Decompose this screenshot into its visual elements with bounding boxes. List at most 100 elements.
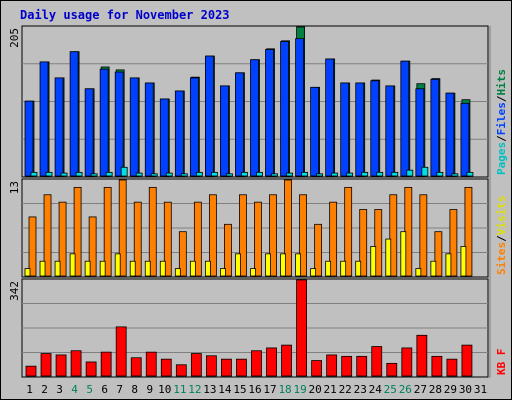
visits-bar bbox=[114, 253, 121, 277]
files-bar bbox=[189, 77, 199, 177]
files-bar bbox=[114, 71, 124, 177]
kbytes-bar bbox=[266, 347, 277, 377]
x-tick-label: 25 bbox=[384, 383, 397, 396]
pages-bar bbox=[436, 171, 444, 177]
kbytes-bar bbox=[55, 354, 67, 377]
pages-bar bbox=[466, 171, 474, 177]
files-bar bbox=[445, 92, 455, 177]
files-bar bbox=[250, 59, 259, 177]
kbytes-bar bbox=[386, 362, 398, 377]
visits-bar bbox=[189, 260, 196, 277]
sites-bar bbox=[389, 194, 398, 277]
sites-bar bbox=[344, 186, 353, 277]
sites-bar bbox=[269, 194, 277, 277]
visits-bar bbox=[204, 260, 211, 277]
x-tick-label: 27 bbox=[414, 383, 427, 396]
sites-bar bbox=[88, 216, 97, 277]
kbytes-bar bbox=[296, 279, 307, 377]
pages-bar bbox=[391, 171, 399, 177]
pages-bar bbox=[451, 173, 459, 177]
sites-bar bbox=[419, 194, 428, 277]
x-tick-label: 12 bbox=[188, 383, 201, 396]
visits-bar bbox=[84, 260, 91, 277]
visits-bar bbox=[159, 260, 166, 277]
visits-bar bbox=[99, 260, 106, 277]
pages-bar bbox=[180, 173, 188, 177]
bottom-ymax-label: 342 bbox=[8, 281, 21, 301]
legend-separator: / bbox=[495, 135, 508, 142]
visits-bar bbox=[24, 268, 31, 277]
pages-bar bbox=[45, 171, 53, 177]
files-bar bbox=[144, 82, 154, 177]
pages-bar bbox=[150, 173, 158, 177]
legend-item: Visits bbox=[495, 196, 508, 236]
x-tick-label: 17 bbox=[263, 383, 276, 396]
kbytes-bar bbox=[461, 344, 473, 377]
files-bar bbox=[54, 77, 64, 177]
pages-bar bbox=[75, 171, 83, 177]
files-bar bbox=[204, 55, 214, 177]
sites-bar bbox=[58, 201, 67, 277]
visits-bar bbox=[69, 253, 76, 277]
files-bar bbox=[370, 80, 380, 177]
kbytes-bar bbox=[85, 361, 97, 377]
visits-bar bbox=[400, 231, 407, 277]
visits-bar bbox=[415, 268, 422, 277]
visits-bar bbox=[280, 253, 286, 277]
files-bar bbox=[400, 60, 410, 177]
files-bar bbox=[174, 90, 184, 177]
sites-bar bbox=[434, 231, 443, 277]
kbytes-bar bbox=[100, 351, 112, 377]
sites-bar bbox=[449, 209, 458, 277]
visits-bar bbox=[370, 246, 377, 277]
legend-separator: / bbox=[495, 235, 508, 242]
x-tick-label: 18 bbox=[278, 383, 291, 396]
kbytes-bar bbox=[221, 358, 232, 377]
pages-bar bbox=[210, 171, 218, 177]
x-tick-label: 2 bbox=[41, 383, 48, 396]
pages-bar bbox=[241, 171, 248, 177]
x-tick-label: 11 bbox=[173, 383, 186, 396]
visits-bar bbox=[355, 260, 362, 277]
files-bar bbox=[325, 58, 335, 177]
files-bar bbox=[39, 61, 49, 177]
sites-bar bbox=[359, 209, 368, 277]
visits-bar bbox=[39, 260, 46, 277]
pages-bar bbox=[406, 169, 414, 177]
files-bar bbox=[159, 98, 169, 177]
kbytes-bar bbox=[371, 346, 383, 377]
sites-bar bbox=[148, 186, 157, 277]
x-tick-label: 15 bbox=[233, 383, 246, 396]
pages-bar bbox=[271, 173, 278, 177]
visits-bar bbox=[265, 253, 271, 277]
pages-bar bbox=[120, 166, 128, 177]
middle-legend: Sites/Visits bbox=[495, 196, 508, 276]
x-tick-label: 21 bbox=[324, 383, 337, 396]
x-tick-label: 10 bbox=[158, 383, 171, 396]
files-bar bbox=[235, 72, 244, 177]
kbytes-bar bbox=[251, 350, 262, 377]
x-tick-label: 6 bbox=[101, 383, 108, 396]
legend-separator: / bbox=[495, 95, 508, 102]
x-tick-label: 22 bbox=[339, 383, 352, 396]
x-tick-label: 4 bbox=[71, 383, 78, 396]
legend-item: KB F bbox=[495, 349, 508, 376]
files-bar bbox=[84, 88, 94, 177]
kbytes-bar bbox=[431, 355, 443, 377]
pages-bar bbox=[90, 173, 98, 177]
pages-bar bbox=[286, 172, 293, 177]
kbytes-bar bbox=[205, 355, 217, 377]
top-ymax-label: 205 bbox=[8, 28, 21, 48]
files-bar bbox=[280, 41, 289, 177]
pages-bar bbox=[135, 172, 143, 177]
files-bar bbox=[69, 51, 79, 177]
sites-bar bbox=[133, 201, 142, 277]
pages-bar bbox=[421, 166, 429, 177]
x-tick-label: 14 bbox=[218, 383, 232, 396]
files-bar bbox=[415, 88, 425, 177]
files-bar bbox=[460, 102, 470, 177]
sites-bar bbox=[374, 209, 383, 277]
sites-bar bbox=[118, 179, 127, 277]
files-bar bbox=[129, 77, 139, 177]
